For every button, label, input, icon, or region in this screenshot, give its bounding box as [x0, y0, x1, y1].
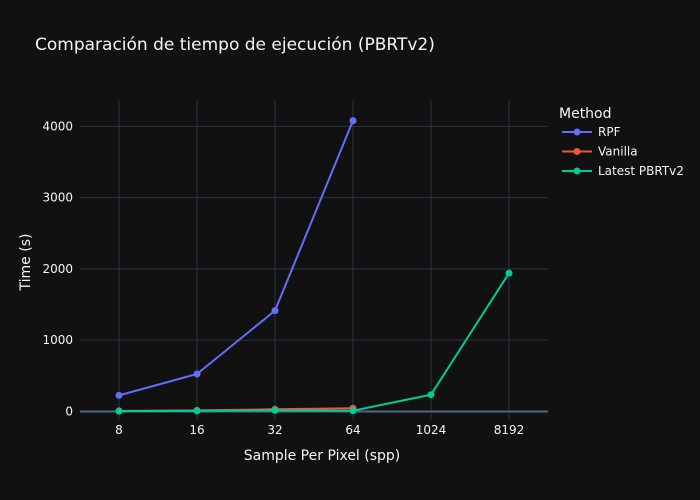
- series-line-rpf: [118, 120, 354, 397]
- legend-title: Method: [559, 106, 612, 122]
- legend-item-vanilla[interactable]: Vanilla: [562, 145, 638, 159]
- data-point-latest-pbrtv2: [193, 407, 201, 415]
- y-tick-label: 1000: [42, 333, 73, 347]
- data-point-latest-pbrtv2: [271, 406, 279, 414]
- plot-area: 0 1000 2000 3000 4000 8 16 32 64 1024 8192: [42, 100, 548, 437]
- data-point-latest-pbrtv2: [349, 407, 357, 415]
- data-point-rpf: [193, 370, 201, 378]
- legend-marker-swatch: [573, 167, 581, 175]
- y-tick-label: 3000: [42, 191, 73, 205]
- y-tick-label: 0: [65, 404, 73, 418]
- x-tick-label: 64: [345, 423, 360, 437]
- data-point-rpf: [349, 117, 357, 125]
- x-tick-label: 1024: [416, 423, 447, 437]
- y-tick-label: 2000: [42, 262, 73, 276]
- data-point-latest-pbrtv2: [427, 391, 435, 399]
- y-tick-label: 4000: [42, 119, 73, 133]
- y-axis-title: Time (s): [18, 234, 34, 292]
- legend-label: RPF: [598, 125, 621, 139]
- x-tick-label: 8: [115, 423, 123, 437]
- data-point-latest-pbrtv2: [505, 269, 513, 277]
- series-line-latest-pbrtv2: [118, 272, 510, 413]
- x-tick-label: 8192: [494, 423, 525, 437]
- legend-marker-swatch: [573, 148, 581, 155]
- data-point-rpf: [271, 307, 279, 315]
- legend-item-rpf[interactable]: RPF: [562, 125, 621, 139]
- x-tick-label: 16: [189, 423, 204, 437]
- data-point-latest-pbrtv2: [115, 407, 123, 415]
- legend-item-latest-pbrtv2[interactable]: Latest PBRTv2: [562, 164, 684, 178]
- x-tick-label: 32: [267, 423, 282, 437]
- legend-label: Vanilla: [598, 145, 638, 159]
- data-point-rpf: [115, 391, 123, 399]
- legend-label: Latest PBRTv2: [598, 164, 684, 178]
- legend[interactable]: Method RPF Vanilla Latest PBRTv2: [559, 106, 684, 178]
- x-axis-title: Sample Per Pixel (spp): [244, 448, 401, 464]
- legend-marker-swatch: [573, 128, 581, 136]
- chart-title: Comparación de tiempo de ejecución (PBRT…: [35, 35, 435, 55]
